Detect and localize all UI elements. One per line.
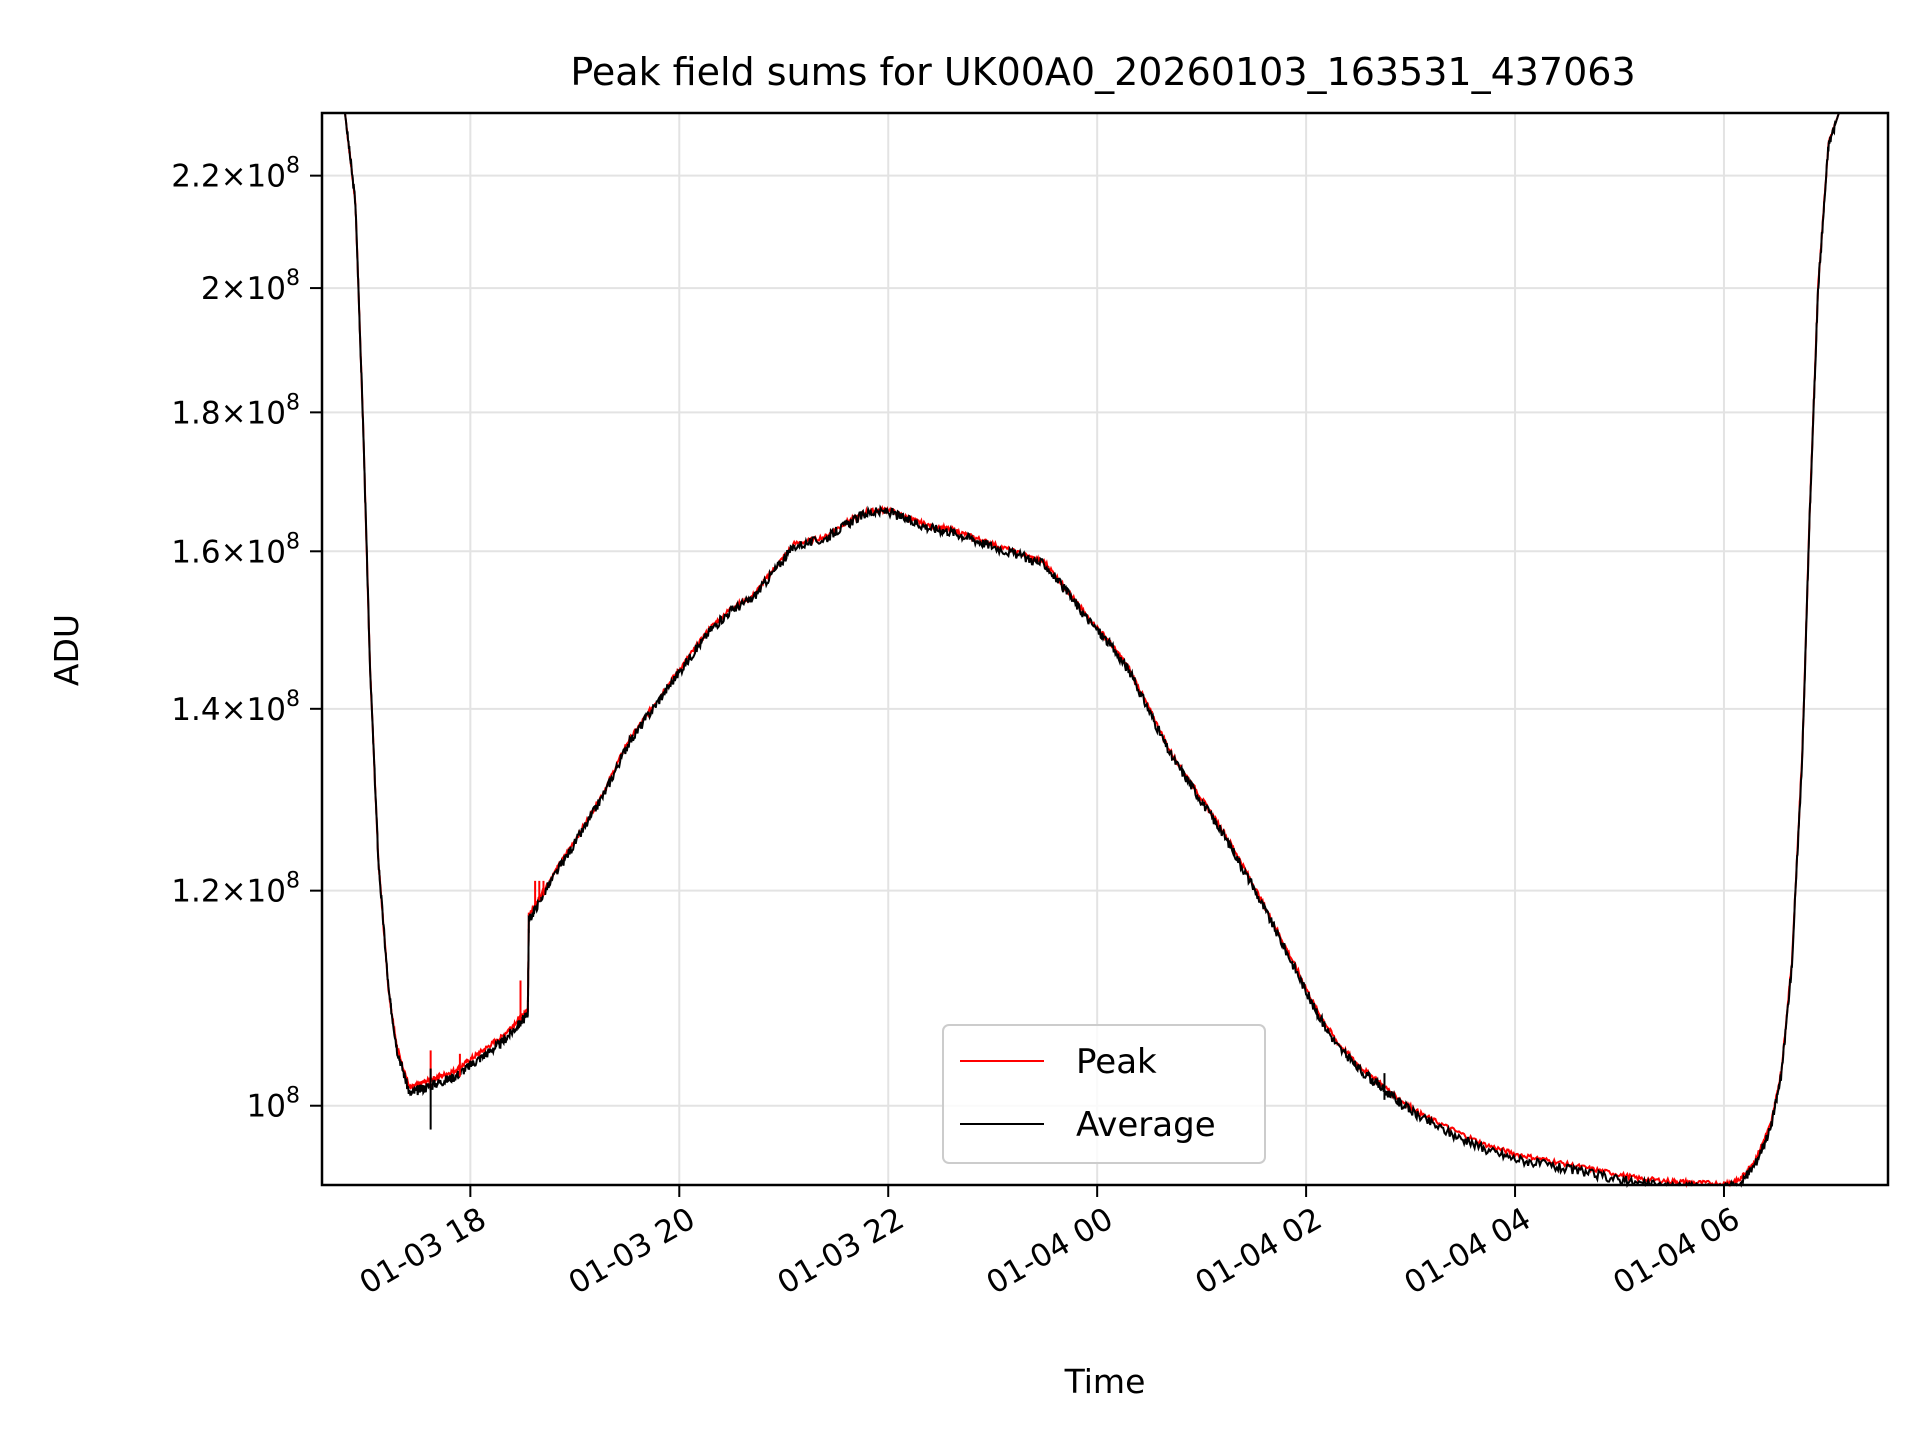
chart-title: Peak field sums for UK00A0_20260103_1635… [570,50,1635,94]
y-axis-label: ADU [47,614,86,686]
legend: Peak Average [942,1024,1266,1164]
y-tick-label-2: 1.4×108 [171,687,300,728]
legend-peak-label: Peak [1076,1042,1157,1082]
plot-frame [320,111,1890,1187]
y-tick-label-3: 1.6×108 [171,529,300,570]
y-tick-label-0: 108 [247,1084,300,1125]
legend-box [942,1024,1266,1164]
grid-lines [322,113,1888,1185]
y-tick-label-6: 2.2×108 [171,154,300,195]
y-tick-label-4: 1.8×108 [171,390,300,431]
y-tick-label-1: 1.2×108 [171,869,300,910]
y-tick-label-5: 2×108 [201,266,300,307]
legend-average-label: Average [1076,1105,1216,1145]
x-axis-label: Time [1064,1362,1146,1401]
